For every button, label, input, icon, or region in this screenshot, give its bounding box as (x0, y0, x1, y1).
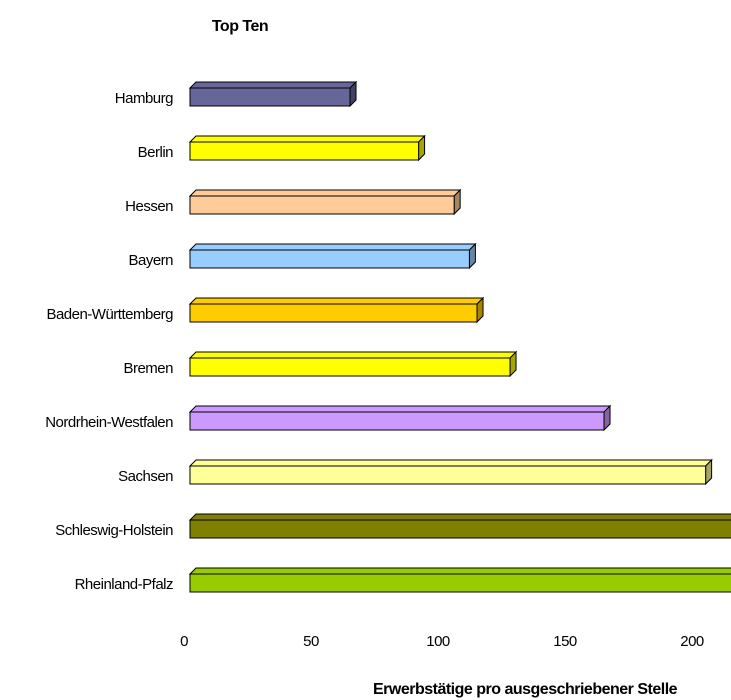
bar (188, 80, 358, 108)
bar-front (189, 411, 605, 431)
y-tick-label: Berlin (138, 144, 174, 161)
bar-front (189, 249, 470, 269)
y-tick-label: Sachsen (118, 468, 173, 485)
bar-top (188, 405, 612, 413)
bar-side-shade (510, 352, 517, 376)
bar-top (188, 459, 713, 467)
bar-side-shade (604, 406, 611, 430)
y-tick-label: Hessen (125, 198, 173, 215)
bar-front (189, 141, 420, 161)
y-tick-label: Hamburg (115, 90, 173, 107)
bar-top (188, 351, 518, 359)
bar-front (189, 573, 731, 593)
bar (188, 134, 426, 162)
bar-top (188, 567, 731, 575)
bar-front (189, 87, 351, 107)
x-tick-label: 0 (180, 633, 188, 650)
bar (188, 513, 731, 539)
bar-front (189, 303, 478, 323)
x-tick-label: 50 (303, 633, 319, 650)
bar-front (189, 465, 707, 485)
x-tick-label: 200 (680, 633, 704, 650)
y-tick-label: Bayern (128, 252, 173, 269)
bar-top (188, 243, 477, 251)
bar (188, 242, 477, 270)
bar (188, 458, 713, 486)
bar-side-shade (469, 244, 476, 268)
bar (188, 296, 485, 324)
x-axis-label: Erwerbstätige pro ausgeschriebener Stell… (373, 681, 678, 698)
x-tick-label: 150 (553, 633, 577, 650)
bar-top (188, 81, 358, 89)
y-tick-label: Rheinland-Pfalz (75, 576, 173, 593)
y-tick-label: Nordrhein-Westfalen (45, 414, 173, 431)
y-tick-label: Baden-Württemberg (46, 306, 173, 323)
bar (188, 188, 462, 216)
bar-top (188, 513, 731, 521)
bar-side-shade (705, 460, 712, 484)
bar-top (188, 297, 485, 305)
bar (188, 404, 612, 432)
bar-side-shade (477, 298, 484, 322)
bar (188, 567, 731, 593)
bar-front (189, 357, 511, 377)
bar (188, 350, 518, 378)
chart-title: Top Ten (212, 18, 268, 35)
y-tick-label: Bremen (123, 360, 173, 377)
bar-front (189, 195, 455, 215)
bar-side-shade (350, 82, 357, 106)
bar-side-shade (454, 190, 461, 214)
bar-top (188, 189, 462, 197)
x-tick-label: 100 (426, 633, 450, 650)
bar-top (188, 135, 426, 143)
bar-front (189, 519, 731, 539)
bar-side-shade (418, 136, 425, 160)
y-tick-label: Schleswig-Holstein (55, 522, 173, 539)
